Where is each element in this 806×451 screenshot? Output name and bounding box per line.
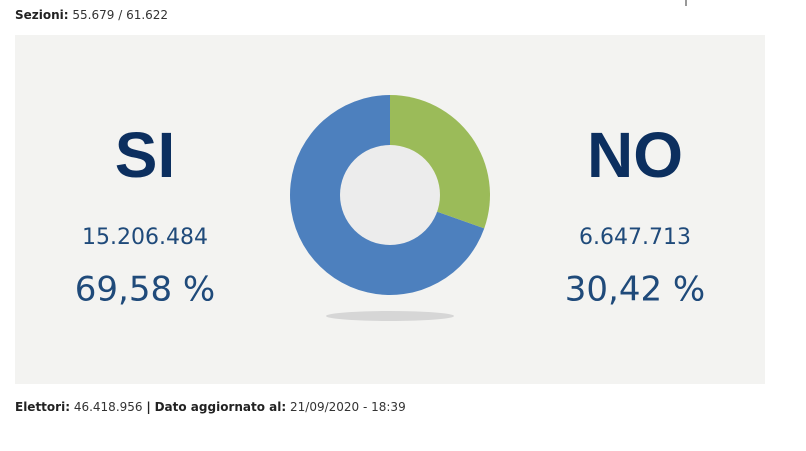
- votes: 15.206.484: [82, 225, 208, 250]
- electors: 46.418.956: [74, 400, 143, 414]
- header: Sezioni: 55.679 / 61.622: [15, 8, 168, 22]
- electors-label: Elettori:: [15, 400, 70, 414]
- footer: Elettori: 46.418.956 | Dato aggiornato a…: [15, 400, 406, 414]
- votes: 6.647.713: [579, 225, 691, 250]
- shadow: [326, 311, 454, 321]
- updated-label: Dato aggiornato al:: [155, 400, 287, 414]
- updated: 21/09/2020 - 18:39: [290, 400, 406, 414]
- donut-hole: [340, 145, 440, 245]
- category-label: SI: [115, 119, 175, 191]
- percent: 69,58 %: [75, 270, 215, 310]
- category-label: NO: [587, 119, 683, 191]
- header-label: Sezioni:: [15, 8, 69, 22]
- percent: 30,42 %: [565, 270, 705, 310]
- separator: |: [146, 400, 150, 414]
- header-value: 55.679 / 61.622: [72, 8, 168, 22]
